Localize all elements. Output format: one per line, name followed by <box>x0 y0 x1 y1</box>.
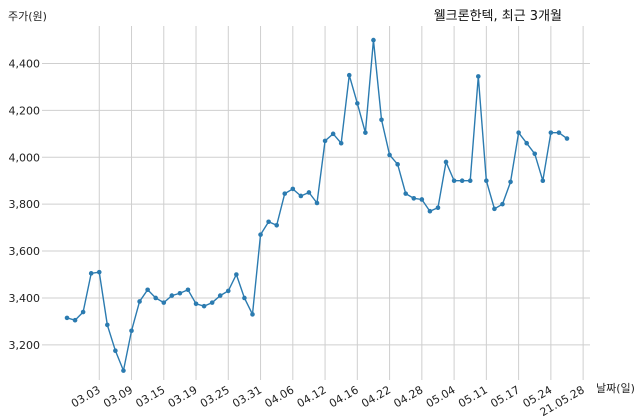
x-tick-label: 03.25 <box>198 383 232 410</box>
series-layer <box>64 37 570 374</box>
data-point <box>524 140 529 146</box>
data-point <box>169 293 175 298</box>
data-point <box>508 179 513 185</box>
data-point <box>266 219 271 225</box>
data-point <box>564 136 570 141</box>
x-tick-label: 03.15 <box>133 383 167 410</box>
y-tick-label: 3,400 <box>9 292 41 305</box>
x-tick-label: 05.11 <box>456 383 490 410</box>
x-tick-label: 03.09 <box>101 383 135 410</box>
data-point <box>548 130 554 135</box>
data-point <box>64 315 70 321</box>
data-point <box>500 201 505 207</box>
data-point <box>330 131 336 137</box>
x-tick-label: 04.12 <box>295 383 329 410</box>
y-tick-label: 4,200 <box>9 104 41 117</box>
data-point <box>475 74 481 79</box>
data-point <box>492 206 497 212</box>
data-point <box>467 178 473 184</box>
x-tick-label: 03.31 <box>230 383 264 410</box>
chart-title: 웰크론한텍, 최근 3개월 <box>434 9 562 24</box>
data-point <box>153 295 159 301</box>
data-point <box>379 117 384 123</box>
data-point <box>217 293 223 298</box>
x-axis-title: 날짜(일) <box>596 381 635 395</box>
x-tick-label: 04.22 <box>359 383 393 410</box>
x-tick-label: 04.16 <box>327 383 361 410</box>
data-point <box>234 272 239 277</box>
data-point <box>355 101 360 106</box>
data-point <box>193 301 199 307</box>
y-tick-label: 4,000 <box>9 151 41 164</box>
data-point <box>137 299 142 304</box>
data-point <box>484 178 489 184</box>
data-point <box>258 232 263 237</box>
grid <box>42 26 590 380</box>
data-point <box>113 348 118 353</box>
data-point <box>427 208 433 214</box>
data-point <box>274 222 279 228</box>
data-point <box>346 72 352 78</box>
data-point <box>419 197 425 202</box>
y-tick-label: 3,800 <box>9 198 41 211</box>
data-point <box>161 300 167 305</box>
x-axis-ticks: 03.0303.0903.1503.1903.2503.3104.0604.12… <box>69 383 587 419</box>
x-tick-label: 05.04 <box>424 383 458 410</box>
series-line <box>66 39 568 374</box>
data-point <box>129 328 134 334</box>
data-point <box>443 159 449 165</box>
data-point <box>225 288 231 294</box>
data-point <box>72 317 78 323</box>
x-tick-label: 03.03 <box>69 383 103 410</box>
data-point <box>298 193 304 199</box>
data-point <box>371 37 376 43</box>
x-tick-label: 03.19 <box>166 383 200 410</box>
x-tick-label: 04.28 <box>392 383 426 410</box>
data-point <box>338 140 344 146</box>
x-tick-label: 04.06 <box>263 383 297 410</box>
data-point <box>435 205 441 210</box>
data-point <box>105 322 110 328</box>
y-tick-label: 3,600 <box>9 245 41 258</box>
data-point <box>451 178 457 184</box>
data-point <box>242 295 247 301</box>
data-point <box>363 130 368 135</box>
data-point <box>177 290 183 296</box>
data-point <box>88 271 94 276</box>
data-point <box>250 312 255 317</box>
y-tick-label: 3,200 <box>9 339 41 352</box>
data-point <box>532 151 538 157</box>
data-point <box>540 178 546 184</box>
data-point <box>314 200 320 206</box>
data-point <box>395 162 400 167</box>
data-point <box>403 191 409 196</box>
data-point <box>145 287 150 293</box>
data-point <box>322 138 328 144</box>
y-axis-title: 주가(원) <box>8 10 47 23</box>
y-axis-ticks: 3,200 3,400 3,600 3,800 4,000 4,200 4,400 <box>9 58 41 352</box>
data-point <box>459 178 465 184</box>
data-point <box>121 368 126 373</box>
data-point <box>209 300 215 305</box>
x-tick-label: 05.17 <box>488 383 522 410</box>
data-point <box>201 303 207 309</box>
data-point <box>387 152 392 158</box>
data-point <box>80 309 86 315</box>
data-point <box>185 287 191 293</box>
data-point <box>306 190 312 195</box>
y-tick-label: 4,400 <box>9 58 41 71</box>
data-point <box>411 196 417 201</box>
data-point <box>96 269 102 275</box>
data-point <box>556 130 562 135</box>
data-point <box>516 130 521 135</box>
data-point <box>282 191 288 196</box>
data-point <box>290 186 296 192</box>
